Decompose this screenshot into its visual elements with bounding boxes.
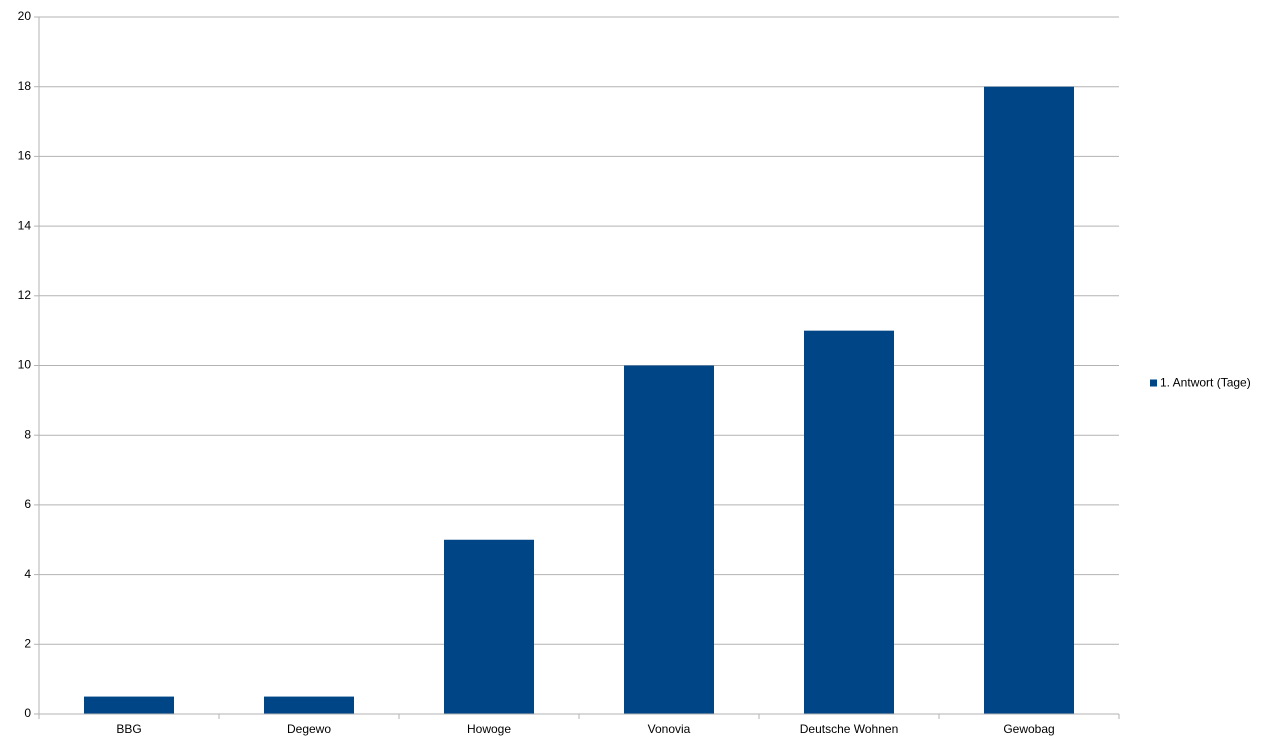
bar	[624, 365, 714, 714]
bar	[444, 539, 534, 714]
y-tick-label: 12	[18, 288, 32, 302]
y-tick-label: 10	[18, 358, 32, 372]
x-tick-label: Degewo	[287, 722, 331, 736]
bar	[264, 696, 354, 714]
x-tick-label: Vonovia	[648, 722, 691, 736]
legend-swatch	[1150, 379, 1157, 387]
y-tick-label: 20	[18, 9, 32, 23]
y-tick-label: 2	[24, 636, 31, 650]
legend-label: 1. Antwort (Tage)	[1160, 376, 1251, 390]
bar	[804, 330, 894, 714]
y-tick-label: 18	[18, 79, 32, 93]
y-tick-label: 16	[18, 149, 32, 163]
y-tick-label: 8	[24, 427, 31, 441]
y-tick-label: 14	[18, 218, 32, 232]
bar	[84, 696, 174, 714]
y-tick-label: 0	[24, 706, 31, 720]
y-tick-label: 4	[24, 567, 31, 581]
x-tick-label: BBG	[116, 722, 141, 736]
x-tick-label: Howoge	[467, 722, 511, 736]
x-tick-label: Deutsche Wohnen	[800, 722, 899, 736]
y-tick-label: 6	[24, 497, 31, 511]
x-tick-label: Gewobag	[1003, 722, 1054, 736]
bar	[984, 86, 1074, 714]
